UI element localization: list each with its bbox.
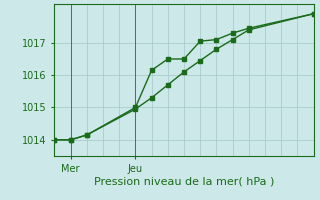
X-axis label: Pression niveau de la mer( hPa ): Pression niveau de la mer( hPa ) [94, 176, 274, 186]
